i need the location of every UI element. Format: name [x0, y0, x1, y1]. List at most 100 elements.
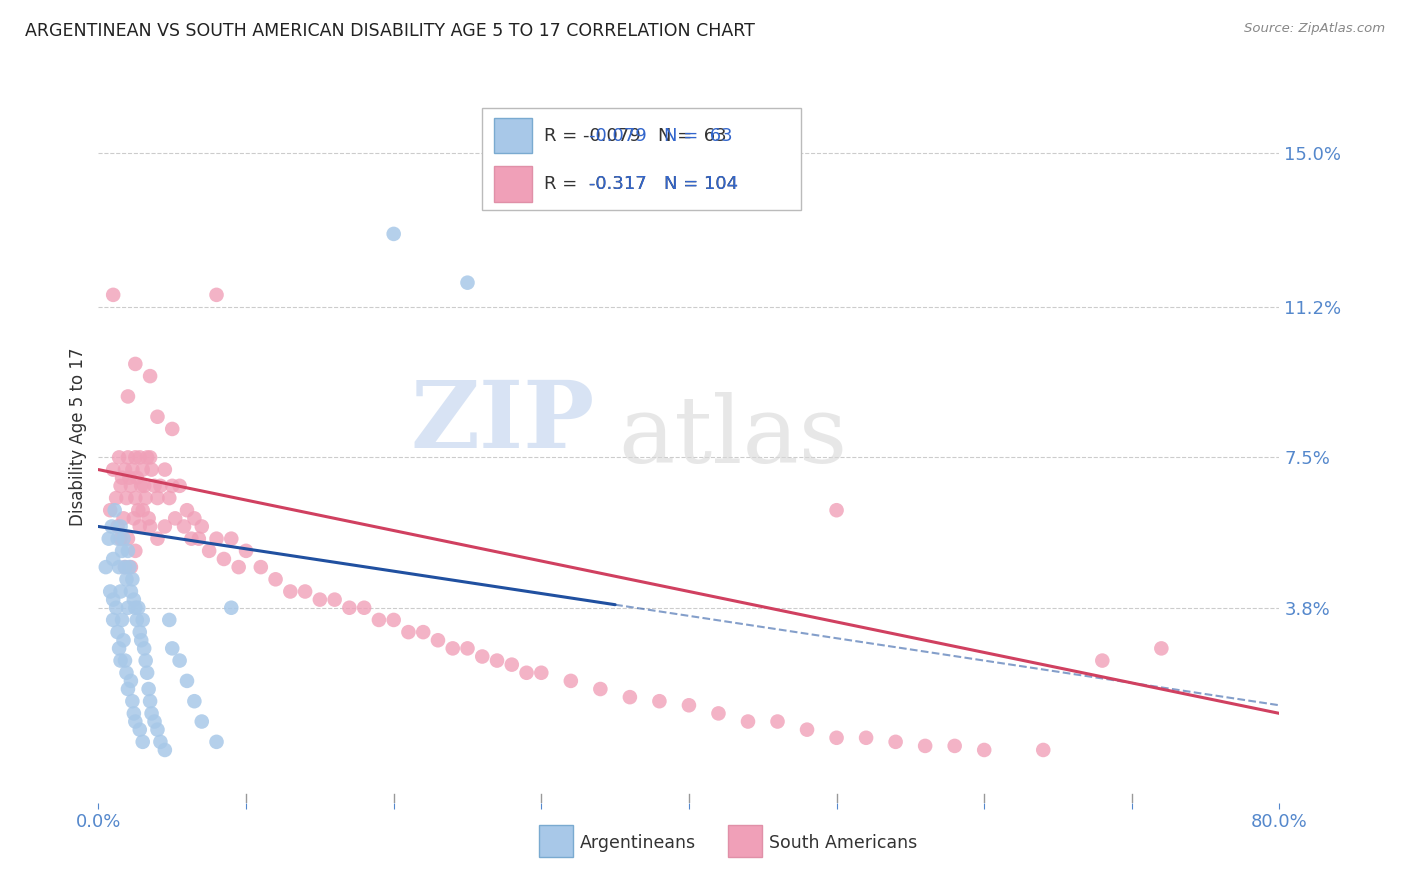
Point	[141, 462, 163, 476]
Point	[124, 544, 146, 558]
Point	[294, 584, 316, 599]
Point	[1091, 654, 1114, 668]
Point	[139, 369, 162, 384]
Point	[382, 227, 405, 241]
Point	[825, 503, 848, 517]
Point	[162, 479, 183, 493]
Point	[176, 673, 198, 688]
Point	[250, 560, 273, 574]
Y-axis label: Disability Age 5 to 17: Disability Age 5 to 17	[69, 348, 87, 526]
Point	[136, 665, 159, 680]
Point	[117, 544, 139, 558]
Point	[737, 714, 759, 729]
FancyBboxPatch shape	[538, 825, 574, 857]
Point	[1032, 743, 1054, 757]
FancyBboxPatch shape	[494, 166, 531, 202]
Point	[115, 572, 138, 586]
Point	[153, 519, 176, 533]
Point	[110, 532, 132, 546]
Point	[139, 450, 162, 465]
Point	[98, 503, 121, 517]
Point	[766, 714, 789, 729]
Point	[205, 532, 228, 546]
Point	[122, 706, 145, 721]
Point	[176, 503, 198, 517]
Point	[146, 723, 169, 737]
Point	[132, 462, 155, 476]
Point	[530, 665, 553, 680]
Point	[368, 613, 391, 627]
FancyBboxPatch shape	[494, 118, 531, 153]
Point	[143, 714, 166, 729]
Point	[117, 389, 139, 403]
Point	[796, 723, 818, 737]
Point	[205, 735, 228, 749]
Point	[110, 519, 132, 533]
Point	[108, 450, 131, 465]
Point	[884, 735, 907, 749]
Point	[648, 694, 671, 708]
Point	[115, 665, 138, 680]
Point	[103, 552, 125, 566]
Point	[339, 600, 361, 615]
Point	[973, 743, 995, 757]
Point	[120, 479, 142, 493]
Point	[427, 633, 450, 648]
Point	[412, 625, 434, 640]
Point	[128, 450, 150, 465]
Point	[280, 584, 302, 599]
Point	[1150, 641, 1173, 656]
Point	[105, 600, 128, 615]
Point	[128, 625, 150, 640]
Point	[825, 731, 848, 745]
Point	[107, 532, 129, 546]
Point	[110, 479, 132, 493]
Point	[112, 511, 135, 525]
Point	[98, 584, 121, 599]
Point	[855, 731, 877, 745]
Point	[114, 560, 136, 574]
Point	[124, 714, 146, 729]
Point	[122, 592, 145, 607]
Point	[117, 450, 139, 465]
Point	[134, 479, 156, 493]
Text: Source: ZipAtlas.com: Source: ZipAtlas.com	[1244, 22, 1385, 36]
Point	[486, 654, 509, 668]
Point	[128, 723, 150, 737]
Point	[678, 698, 700, 713]
Point	[187, 532, 209, 546]
Point	[103, 462, 125, 476]
Point	[127, 600, 149, 615]
Point	[516, 665, 538, 680]
Point	[125, 471, 148, 485]
Point	[205, 288, 228, 302]
Point	[118, 471, 141, 485]
Point	[619, 690, 641, 705]
Point	[117, 532, 139, 546]
Point	[132, 613, 155, 627]
Point	[153, 743, 176, 757]
Point	[132, 503, 155, 517]
Text: R =  -0.317   N = 104: R = -0.317 N = 104	[544, 175, 738, 193]
Point	[309, 592, 332, 607]
Point	[198, 544, 221, 558]
Point	[135, 491, 157, 505]
Point	[121, 572, 143, 586]
Point	[914, 739, 936, 753]
Point	[117, 681, 139, 696]
Point	[136, 450, 159, 465]
Point	[120, 584, 142, 599]
Point	[173, 519, 195, 533]
Point	[114, 654, 136, 668]
Text: South Americans: South Americans	[769, 834, 918, 852]
Point	[128, 519, 150, 533]
Text: atlas: atlas	[619, 392, 848, 482]
Point	[382, 613, 405, 627]
Point	[107, 625, 129, 640]
Point	[114, 462, 136, 476]
Point	[212, 552, 235, 566]
Point	[132, 735, 155, 749]
Point	[124, 600, 146, 615]
Point	[146, 409, 169, 424]
Point	[124, 357, 146, 371]
